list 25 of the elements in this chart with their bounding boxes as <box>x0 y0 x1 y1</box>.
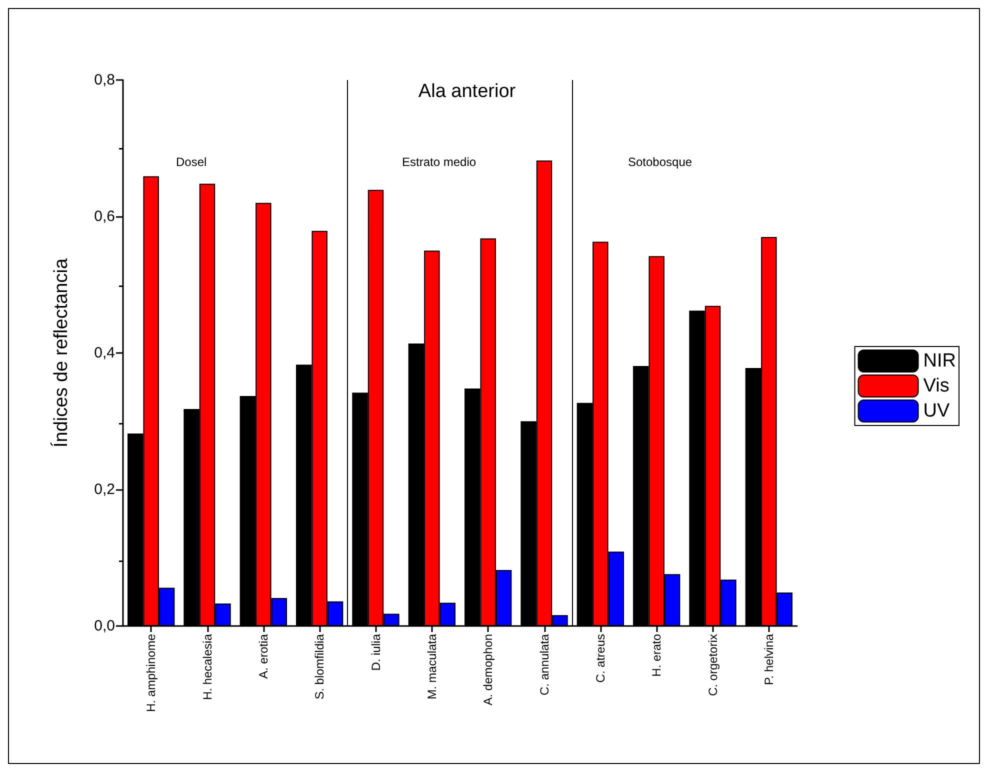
x-tick-label: A. erotia <box>256 634 270 679</box>
x-tick-label: S. blomfildia <box>312 634 327 700</box>
y-tick-label: 0,0 <box>94 618 115 634</box>
x-tick-label: H. erato <box>650 634 664 677</box>
x-tick-label: D. iulia <box>368 634 383 671</box>
x-tick-label: C. orgetorix <box>706 634 720 696</box>
annotation: Estrato medio <box>402 155 476 169</box>
y-axis-title: Índices de reflectancia <box>50 258 72 448</box>
x-tick-label: A. demophon <box>481 634 496 706</box>
legend-label: NIR <box>923 350 956 372</box>
y-tick-label: 0,4 <box>94 344 115 362</box>
x-tick-label: M. maculata <box>424 634 439 700</box>
y-tick-label: 0,6 <box>94 208 115 225</box>
chart-title: Ala anterior <box>418 81 516 102</box>
x-tick-label: C. annulata <box>537 634 552 696</box>
y-tick-label: 0,8 <box>94 72 115 88</box>
legend-label: Vis <box>923 376 950 396</box>
x-tick-label: H. amphinome <box>144 634 158 712</box>
x-tick-label: H. hecalesia <box>200 634 214 700</box>
x-tick-label: C. atreus <box>593 634 608 683</box>
x-tick-label: P. helvina <box>762 634 776 686</box>
y-tick-label: 0,2 <box>94 481 115 498</box>
annotation: Dosel <box>176 155 207 169</box>
annotation: Sotobosque <box>628 155 692 169</box>
legend-label: UV <box>923 400 950 422</box>
